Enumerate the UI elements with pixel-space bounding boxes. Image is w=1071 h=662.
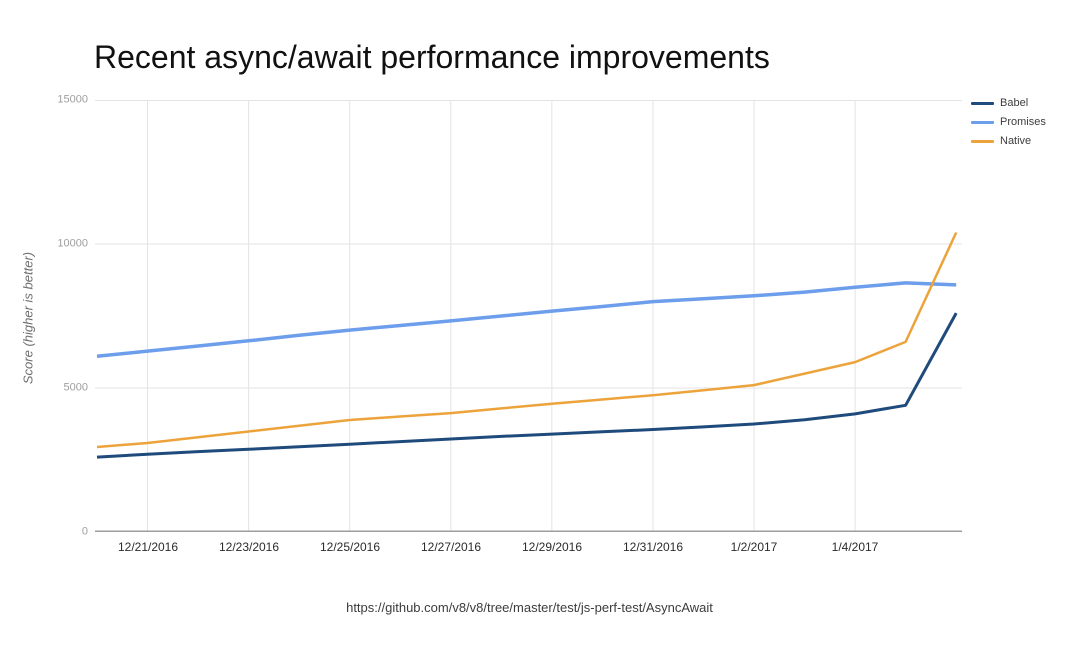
y-tick-label-10000: 10000 (57, 237, 88, 250)
x-tick-label: 12/21/2016 (117, 540, 179, 554)
x-tick-label: 12/23/2016 (218, 540, 280, 554)
y-axis-title: Score (higher is better) (20, 251, 36, 385)
legend-item-native: Native (971, 132, 1046, 151)
x-tick-label: 12/31/2016 (622, 540, 684, 554)
legend-label-promises: Promises (1000, 116, 1046, 128)
chart-title: Recent async/await performance improveme… (94, 39, 770, 75)
legend-item-promises: Promises (971, 113, 1046, 132)
x-tick-label: 1/4/2017 (831, 540, 879, 554)
native-series-swatch (971, 140, 994, 143)
y-tick-label-0: 0 (81, 525, 88, 538)
legend-label-babel: Babel (1000, 97, 1029, 109)
legend: Babel Promises Native (971, 94, 1046, 151)
y-tick-label-5000: 5000 (63, 381, 88, 394)
x-tick-label: 1/2/2017 (730, 540, 778, 554)
legend-item-babel: Babel (971, 94, 1046, 113)
x-tick-label: 12/29/2016 (521, 540, 583, 554)
x-tick-label: 12/25/2016 (319, 540, 381, 554)
promises-series-swatch (971, 121, 994, 124)
x-tick-label: 12/27/2016 (420, 540, 482, 554)
babel-series-swatch (971, 102, 994, 105)
plot-svg (95, 100, 962, 532)
y-tick-label-15000: 15000 (57, 93, 88, 106)
source-url: https://github.com/v8/v8/tree/master/tes… (346, 600, 713, 615)
legend-label-native: Native (1000, 135, 1032, 147)
